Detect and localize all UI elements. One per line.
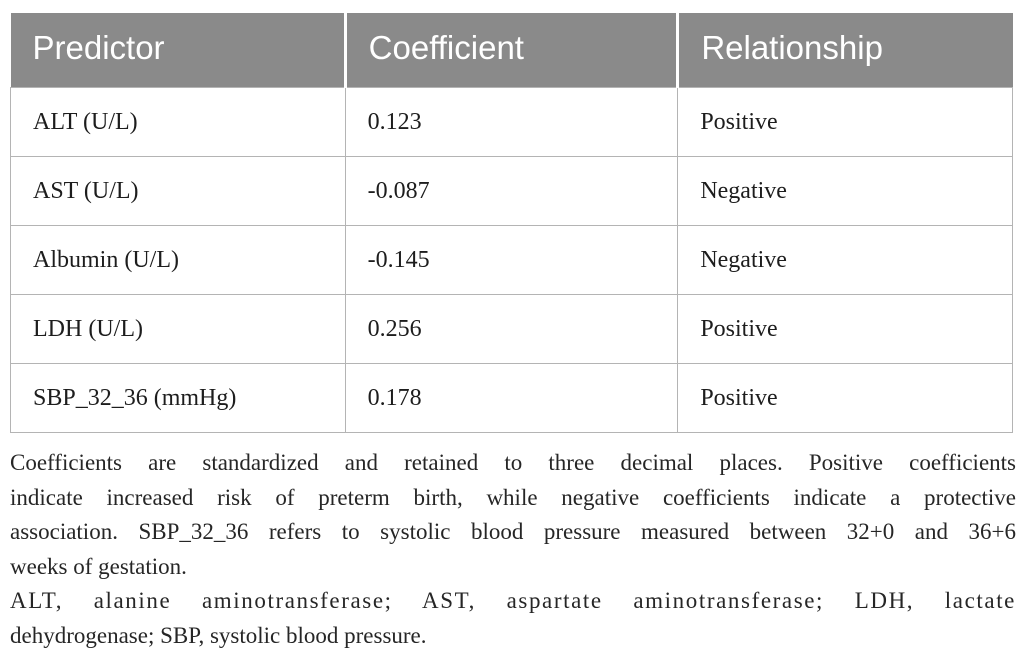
table-header: Predictor Coefficient Relationship [10, 13, 1013, 88]
coefficient-cell: -0.145 [344, 225, 679, 295]
relationship-cell: Negative [677, 225, 1013, 295]
table-row: Albumin (U/L) -0.145 Negative [10, 225, 1013, 295]
relationship-cell: Positive [677, 87, 1013, 157]
abbreviations-line: dehydrogenase; SBP, systolic blood press… [10, 622, 427, 648]
predictor-cell: ALT (U/L) [10, 87, 346, 157]
column-header-predictor: Predictor [10, 13, 346, 88]
predictor-cell: Albumin (U/L) [10, 225, 346, 295]
table-footnote: Coefficients are standardized and retain… [10, 446, 1016, 653]
predictor-cell: SBP_32_36 (mmHg) [10, 363, 346, 433]
relationship-cell: Positive [677, 294, 1013, 364]
relationship-cell: Positive [677, 363, 1013, 433]
abbreviations-line: ALT, alanine aminotransferase; AST, aspa… [10, 588, 1016, 613]
table-row: LDH (U/L) 0.256 Positive [10, 294, 1013, 364]
coefficient-cell: -0.087 [344, 156, 679, 226]
coefficients-table-figure: Predictor Coefficient Relationship ALT (… [10, 13, 1013, 433]
footnote-line: weeks of gestation. [10, 553, 187, 579]
predictor-cell: LDH (U/L) [10, 294, 346, 364]
coefficient-cell: 0.123 [344, 87, 679, 157]
footnote-line: indicate increased risk of preterm birth… [10, 484, 1016, 510]
column-header-relationship: Relationship [676, 13, 1013, 88]
predictor-cell: AST (U/L) [10, 156, 346, 226]
header-row: Predictor Coefficient Relationship [10, 13, 1013, 88]
coefficient-cell: 0.256 [344, 294, 679, 364]
table-body: ALT (U/L) 0.123 Positive AST (U/L) -0.08… [10, 87, 1013, 433]
coefficients-table: Predictor Coefficient Relationship ALT (… [10, 13, 1013, 433]
coefficient-cell: 0.178 [344, 363, 679, 433]
relationship-cell: Negative [677, 156, 1013, 226]
table-row: SBP_32_36 (mmHg) 0.178 Positive [10, 363, 1013, 433]
column-header-coefficient: Coefficient [343, 13, 678, 88]
footnote-line: association. SBP_32_36 refers to systoli… [10, 519, 1016, 544]
table-row: ALT (U/L) 0.123 Positive [10, 87, 1013, 157]
footnote-line: Coefficients are standardized and retain… [10, 450, 1016, 475]
table-row: AST (U/L) -0.087 Negative [10, 156, 1013, 226]
